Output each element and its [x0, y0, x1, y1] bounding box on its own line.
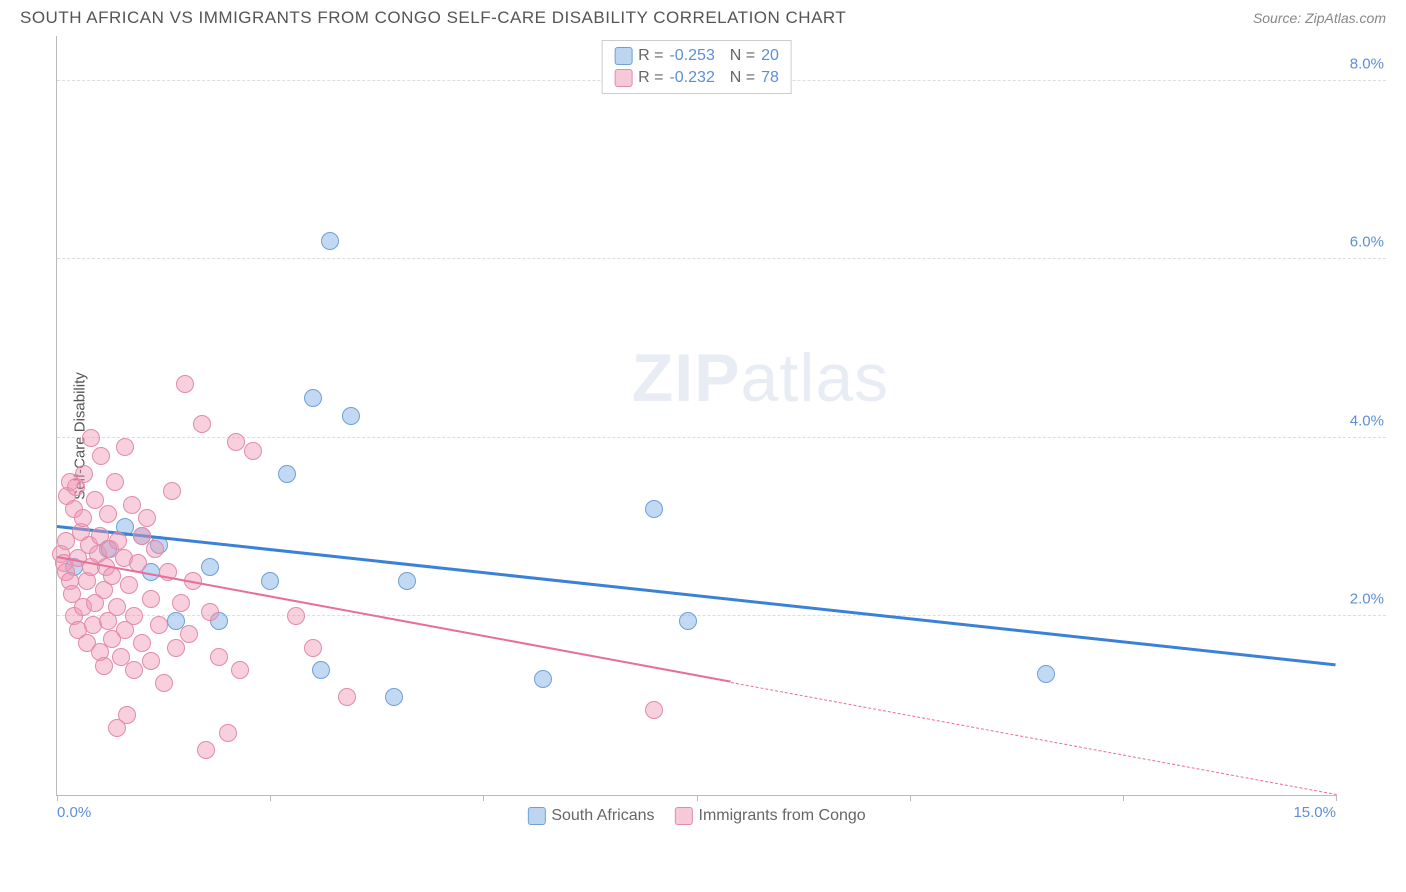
gridline-h — [57, 258, 1386, 259]
scatter-point — [278, 465, 296, 483]
scatter-point — [74, 509, 92, 527]
scatter-point — [231, 661, 249, 679]
legend-swatch — [527, 807, 545, 825]
watermark-zip: ZIP — [632, 340, 741, 416]
legend-swatch — [614, 69, 632, 87]
scatter-point — [142, 590, 160, 608]
scatter-point — [133, 634, 151, 652]
legend-n-label: N = — [721, 47, 755, 65]
y-tick-label: 6.0% — [1350, 234, 1384, 251]
plot-area: ZIPatlas R = -0.253 N = 20R = -0.232 N =… — [56, 36, 1336, 796]
scatter-point — [146, 540, 164, 558]
x-tick — [697, 795, 698, 801]
x-tick — [910, 795, 911, 801]
scatter-point — [125, 661, 143, 679]
gridline-h — [57, 615, 1386, 616]
y-tick-label: 2.0% — [1350, 591, 1384, 608]
scatter-point — [201, 603, 219, 621]
scatter-point — [75, 465, 93, 483]
watermark: ZIPatlas — [632, 339, 889, 417]
chart-source: Source: ZipAtlas.com — [1253, 10, 1386, 26]
trendline-dashed — [731, 682, 1337, 795]
scatter-point — [645, 701, 663, 719]
scatter-point — [150, 616, 168, 634]
legend-series-label: Immigrants from Congo — [699, 807, 866, 825]
x-tick-label: 0.0% — [57, 804, 91, 821]
legend-corr-row: R = -0.232 N = 78 — [614, 67, 779, 89]
scatter-point — [312, 661, 330, 679]
scatter-point — [287, 607, 305, 625]
x-tick — [270, 795, 271, 801]
scatter-point — [123, 496, 141, 514]
scatter-point — [385, 688, 403, 706]
scatter-point — [679, 612, 697, 630]
gridline-h — [57, 437, 1386, 438]
legend-swatch — [675, 807, 693, 825]
legend-n-label: N = — [721, 69, 755, 87]
scatter-point — [155, 674, 173, 692]
legend-series-item: Immigrants from Congo — [675, 807, 866, 825]
legend-r-value: -0.232 — [669, 69, 714, 87]
scatter-point — [342, 407, 360, 425]
scatter-point — [338, 688, 356, 706]
scatter-point — [645, 500, 663, 518]
legend-swatch — [614, 47, 632, 65]
chart-title: SOUTH AFRICAN VS IMMIGRANTS FROM CONGO S… — [20, 8, 846, 28]
legend-n-value: 20 — [761, 47, 779, 65]
chart-container: Self-Care Disability ZIPatlas R = -0.253… — [56, 36, 1386, 836]
scatter-point — [321, 232, 339, 250]
legend-series: South Africans Immigrants from Congo — [527, 807, 865, 825]
x-tick — [483, 795, 484, 801]
scatter-point — [176, 375, 194, 393]
scatter-point — [219, 724, 237, 742]
scatter-point — [227, 433, 245, 451]
scatter-point — [142, 652, 160, 670]
x-tick — [1123, 795, 1124, 801]
scatter-point — [125, 607, 143, 625]
chart-header: SOUTH AFRICAN VS IMMIGRANTS FROM CONGO S… — [0, 0, 1406, 32]
legend-r-value: -0.253 — [669, 47, 714, 65]
watermark-atlas: atlas — [741, 340, 890, 416]
scatter-point — [534, 670, 552, 688]
legend-corr-row: R = -0.253 N = 20 — [614, 45, 779, 67]
scatter-point — [109, 532, 127, 550]
y-tick-label: 4.0% — [1350, 412, 1384, 429]
scatter-point — [92, 447, 110, 465]
legend-series-item: South Africans — [527, 807, 654, 825]
scatter-point — [106, 473, 124, 491]
scatter-point — [304, 639, 322, 657]
scatter-point — [82, 429, 100, 447]
scatter-point — [193, 415, 211, 433]
legend-series-label: South Africans — [551, 807, 654, 825]
scatter-point — [108, 598, 126, 616]
x-tick — [1336, 795, 1337, 801]
x-tick — [57, 795, 58, 801]
scatter-point — [261, 572, 279, 590]
scatter-point — [103, 567, 121, 585]
legend-r-label: R = — [638, 47, 663, 65]
scatter-point — [163, 482, 181, 500]
legend-r-label: R = — [638, 69, 663, 87]
scatter-point — [304, 389, 322, 407]
trendline — [57, 525, 1336, 666]
y-tick-label: 8.0% — [1350, 55, 1384, 72]
scatter-point — [1037, 665, 1055, 683]
scatter-point — [99, 505, 117, 523]
scatter-point — [197, 741, 215, 759]
scatter-point — [95, 657, 113, 675]
scatter-point — [201, 558, 219, 576]
scatter-point — [116, 438, 134, 456]
scatter-point — [120, 576, 138, 594]
scatter-point — [244, 442, 262, 460]
scatter-point — [138, 509, 156, 527]
scatter-point — [172, 594, 190, 612]
scatter-point — [180, 625, 198, 643]
scatter-point — [398, 572, 416, 590]
legend-correlation: R = -0.253 N = 20R = -0.232 N = 78 — [601, 40, 792, 94]
scatter-point — [118, 706, 136, 724]
x-tick-label: 15.0% — [1293, 804, 1336, 821]
scatter-point — [210, 648, 228, 666]
legend-n-value: 78 — [761, 69, 779, 87]
